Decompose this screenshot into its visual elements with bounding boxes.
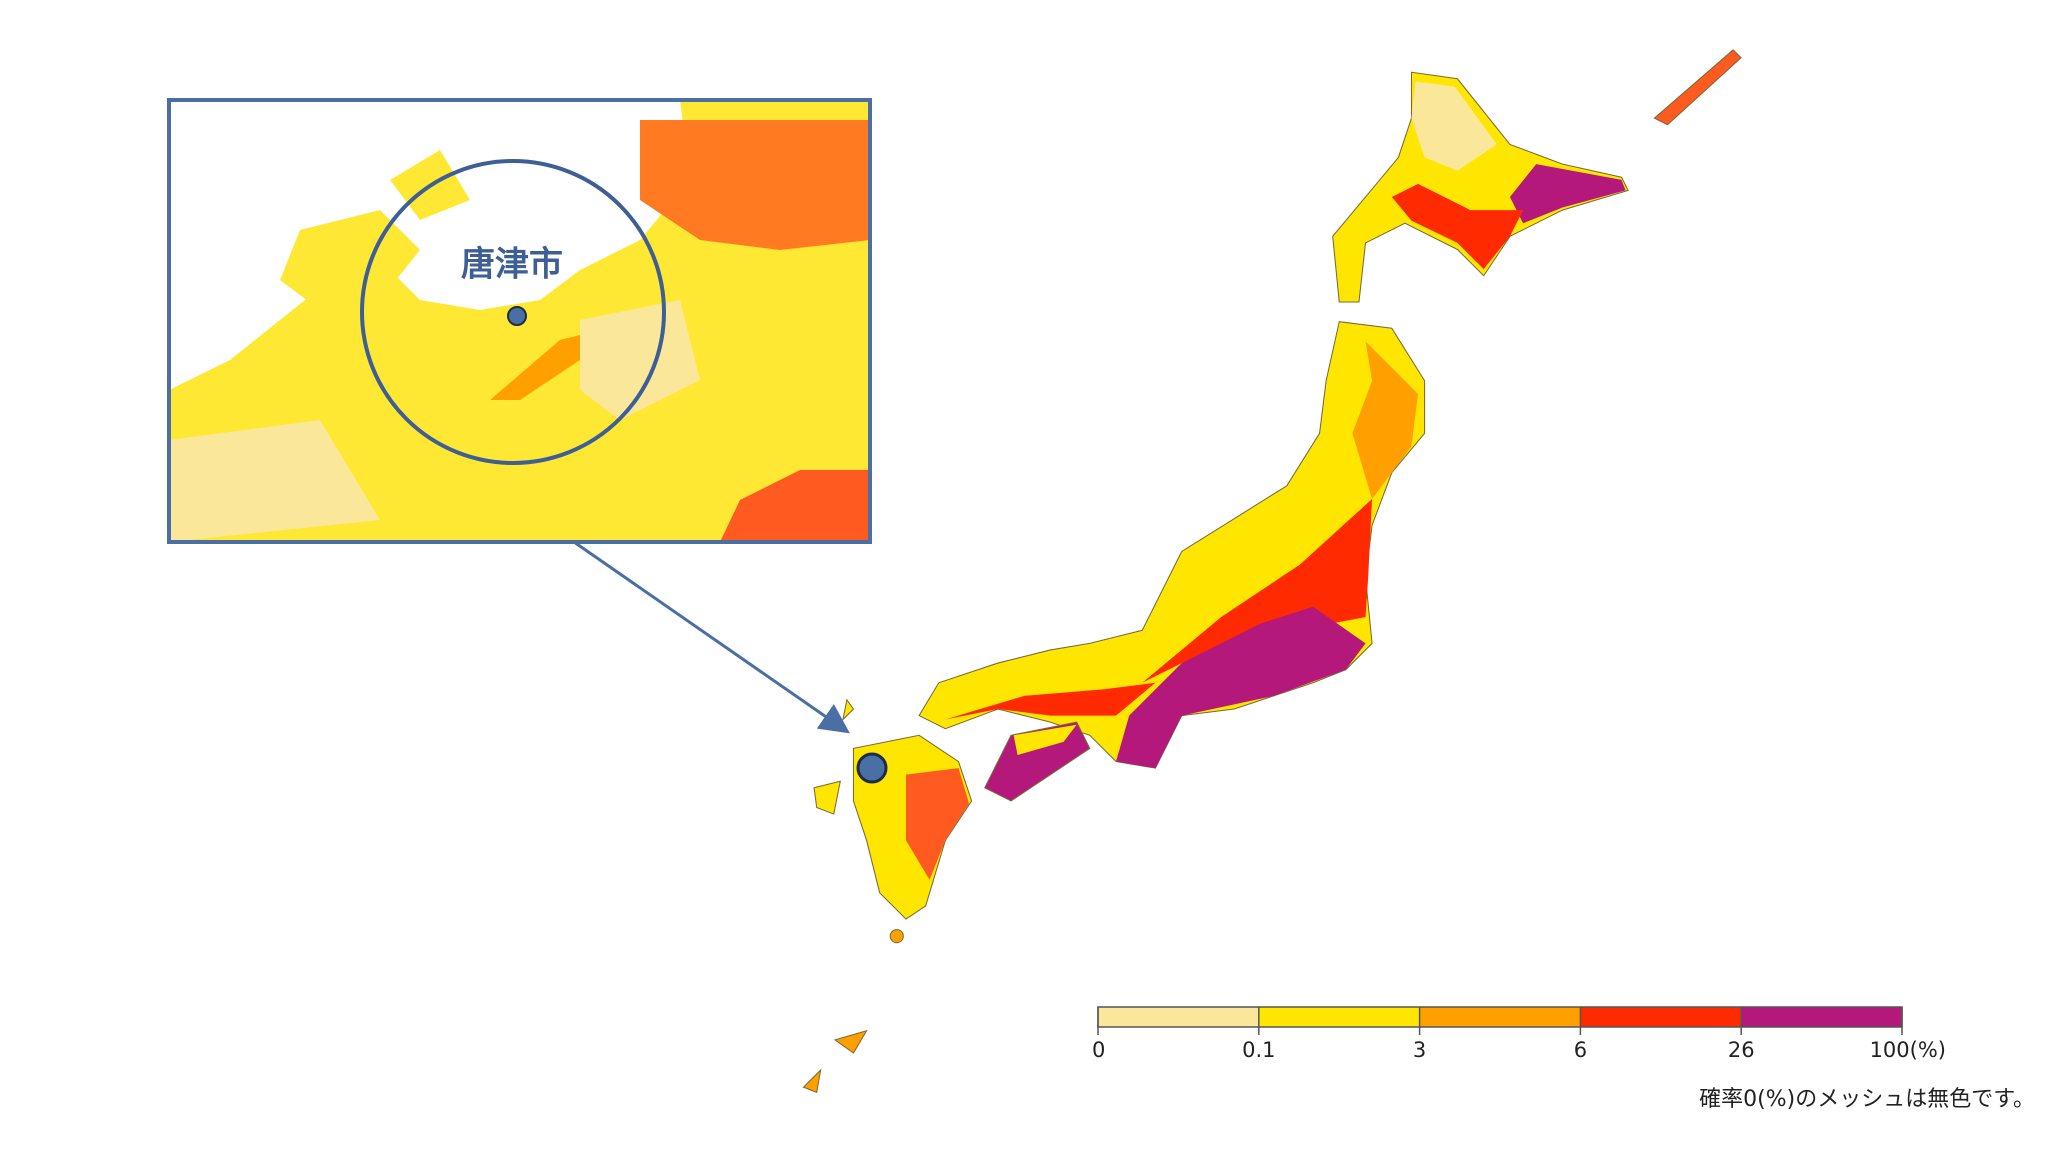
legend-swatch	[1580, 1007, 1742, 1027]
city-dot	[507, 306, 527, 326]
japan-map	[802, 49, 1742, 1094]
legend: 0 0.1 3 6 26 100(%)	[1092, 1006, 1946, 1062]
pointer-arrow	[573, 540, 850, 734]
legend-tick-label: 0	[1092, 1038, 1105, 1062]
honshu-purple	[1116, 606, 1366, 769]
islands-west	[813, 698, 855, 815]
legend-swatch	[1419, 1007, 1581, 1027]
legend-swatch	[1098, 1007, 1259, 1027]
hokkaido-light	[1411, 81, 1497, 171]
shikoku-north	[1013, 724, 1077, 755]
chugoku-red	[945, 682, 1156, 720]
islands-south	[802, 1029, 868, 1094]
hokkaido-east	[1509, 164, 1626, 224]
inset-map	[169, 100, 870, 542]
honshu-orange	[1352, 341, 1419, 499]
city-label: 唐津市	[461, 245, 563, 285]
inset-red	[720, 470, 870, 542]
legend-swatch	[1258, 1007, 1420, 1027]
legend-tick-label: 26	[1728, 1038, 1755, 1062]
legend-note: 確率0(%)のメッシュは無色です。	[1699, 1087, 2035, 1112]
legend-tick-label: 6	[1574, 1038, 1587, 1062]
island	[889, 929, 904, 944]
legend-tick-label: 0.1	[1242, 1038, 1275, 1062]
kuril	[1653, 49, 1742, 126]
shikoku	[984, 721, 1091, 802]
location-dot	[856, 752, 888, 784]
hokkaido	[1332, 71, 1629, 303]
honshu-red	[1142, 498, 1373, 683]
hokkaido-red	[1391, 183, 1524, 270]
inset-orange	[640, 120, 870, 250]
inset-orange-strip	[490, 330, 600, 400]
kyushu-red	[905, 768, 969, 880]
inset-light	[169, 300, 700, 542]
sea	[169, 100, 690, 390]
inset-frame	[167, 98, 872, 544]
legend-tick-label: 3	[1413, 1038, 1426, 1062]
legend-swatch	[1741, 1007, 1902, 1027]
legend-tick-label: 100(%)	[1870, 1038, 1946, 1062]
focus-circle	[360, 159, 666, 465]
